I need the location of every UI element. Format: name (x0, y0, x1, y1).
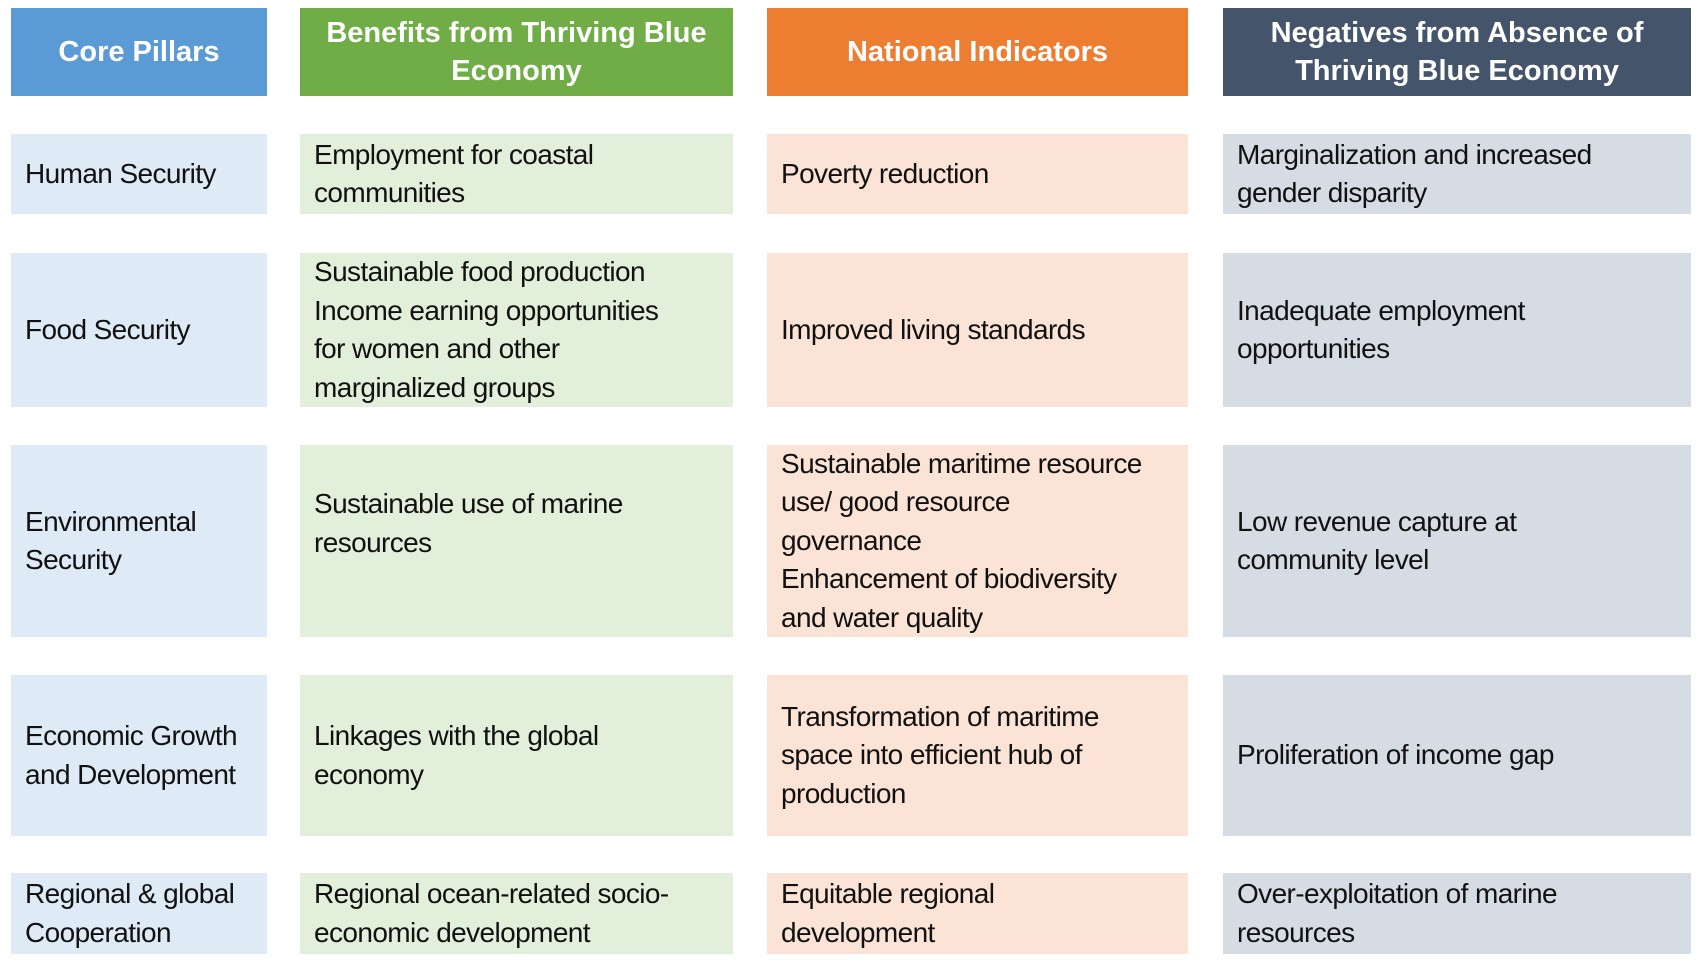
pillar-label: Economic Growth and Development (25, 720, 238, 790)
pillar-cell: Human Security (11, 134, 267, 214)
indicator-text: Equitable regional development (781, 878, 995, 948)
benefit-text: Sustainable food production Income earni… (314, 256, 659, 403)
indicator-text: Transformation of maritime space into ef… (781, 700, 1100, 809)
benefit-cell: Sustainable use of marine resources (300, 445, 733, 637)
indicator-cell: Poverty reduction (767, 134, 1188, 214)
header-national-indicators-label: National Indicators (846, 36, 1109, 68)
negative-cell: Over-exploitation of marine resources (1223, 873, 1691, 954)
pillar-cell: Economic Growth and Development (11, 675, 267, 836)
header-negatives-label: Negatives from Absence of Thriving Blue … (1270, 17, 1644, 87)
indicator-text: Improved living standards (781, 313, 1086, 345)
header-national-indicators: National Indicators (767, 8, 1188, 96)
benefit-text: Regional ocean-related socio- economic d… (314, 878, 669, 948)
benefit-text: Sustainable use of marine resources (314, 488, 623, 558)
negative-text: Over-exploitation of marine resources (1237, 878, 1558, 948)
header-core-pillars-label: Core Pillars (58, 36, 220, 68)
negative-text: Inadequate employment opportunities (1237, 294, 1525, 365)
pillar-label: Environmental Security (25, 505, 197, 576)
indicator-cell: Improved living standards (767, 253, 1188, 407)
benefit-cell: Employment for coastal communities (300, 134, 733, 214)
negative-text: Marginalization and increased gender dis… (1237, 138, 1592, 209)
pillar-label: Food Security (25, 313, 191, 345)
header-benefits-label: Benefits from Thriving Blue Economy (326, 17, 707, 87)
benefit-cell: Linkages with the global economy (300, 675, 733, 836)
negative-text: Low revenue capture at community level (1237, 505, 1517, 576)
benefit-text: Employment for coastal communities (314, 138, 594, 209)
indicator-cell: Sustainable maritime resource use/ good … (767, 445, 1188, 637)
negative-cell: Low revenue capture at community level (1223, 445, 1691, 637)
header-benefits: Benefits from Thriving Blue Economy (300, 8, 733, 96)
pillar-label: Regional & global Cooperation (25, 878, 235, 948)
indicator-text: Poverty reduction (781, 157, 989, 189)
header-negatives: Negatives from Absence of Thriving Blue … (1223, 8, 1691, 96)
header-core-pillars: Core Pillars (11, 8, 267, 96)
negative-cell: Inadequate employment opportunities (1223, 253, 1691, 407)
benefit-cell: Sustainable food production Income earni… (300, 253, 733, 407)
benefit-cell: Regional ocean-related socio- economic d… (300, 873, 733, 954)
indicator-cell: Equitable regional development (767, 873, 1188, 954)
negative-cell: Marginalization and increased gender dis… (1223, 134, 1691, 214)
indicator-text: Sustainable maritime resource use/ good … (781, 447, 1142, 633)
benefit-text: Linkages with the global economy (314, 720, 599, 790)
pillar-cell: Environmental Security (11, 445, 267, 637)
pillar-label: Human Security (25, 157, 216, 189)
pillar-cell: Regional & global Cooperation (11, 873, 267, 954)
indicator-cell: Transformation of maritime space into ef… (767, 675, 1188, 836)
pillar-cell: Food Security (11, 253, 267, 407)
negative-text: Proliferation of income gap (1237, 739, 1554, 771)
negative-cell: Proliferation of income gap (1223, 675, 1691, 836)
